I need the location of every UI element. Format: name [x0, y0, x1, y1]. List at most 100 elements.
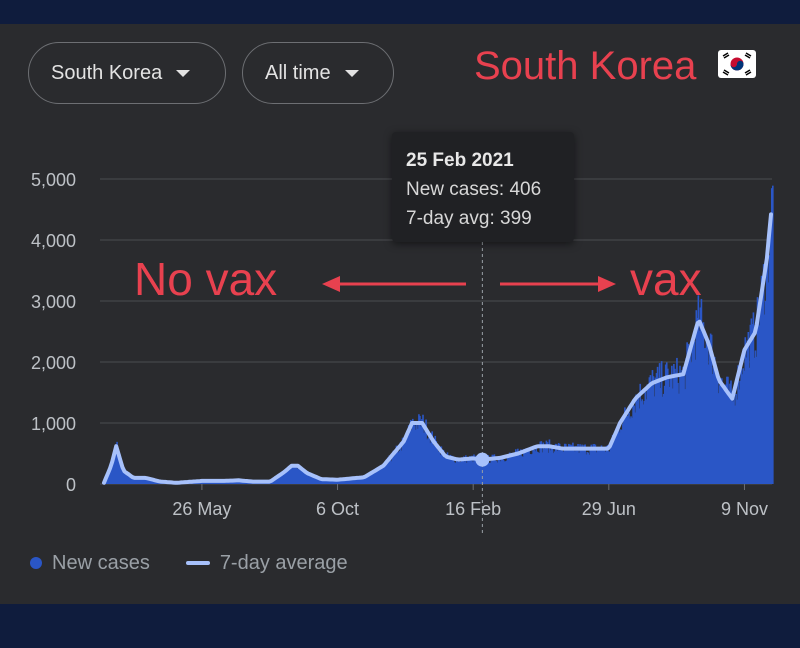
new-cases-bar — [627, 415, 629, 484]
new-cases-legend-icon — [30, 557, 42, 569]
seven-day-average-line — [102, 212, 773, 485]
new-cases-bar — [755, 356, 758, 484]
new-cases-bar — [751, 324, 754, 484]
new-cases-bar — [447, 456, 450, 484]
new-cases-bar — [695, 310, 698, 484]
new-cases-bar — [718, 385, 721, 484]
new-cases-bar — [487, 455, 490, 484]
new-cases-bar — [145, 477, 148, 484]
new-cases-bar — [136, 477, 139, 484]
new-cases-bar — [329, 479, 332, 484]
legend-average[interactable]: 7-day average — [219, 551, 348, 574]
new-cases-bar — [556, 450, 559, 484]
new-cases-bar — [424, 430, 426, 484]
new-cases-bar — [387, 457, 390, 484]
new-cases-bar — [693, 340, 696, 484]
new-cases-bar — [582, 449, 584, 484]
country-dropdown[interactable]: South Korea — [28, 42, 226, 104]
new-cases-bar — [398, 450, 401, 484]
new-cases-bar — [647, 384, 650, 484]
new-cases-bar — [294, 466, 297, 484]
new-cases-bar — [616, 427, 619, 484]
new-cases-bar — [434, 435, 437, 484]
new-cases-bar — [472, 462, 474, 484]
new-cases-bar — [320, 479, 322, 484]
new-cases-bar — [524, 449, 526, 484]
new-cases-bar — [689, 349, 692, 484]
new-cases-bar — [439, 455, 442, 484]
new-cases-bar — [437, 451, 440, 484]
new-cases-bar — [765, 255, 768, 484]
new-cases-bar — [350, 478, 353, 484]
new-cases-bar — [381, 465, 384, 484]
new-cases-bar — [284, 469, 287, 484]
new-cases-bar — [505, 460, 508, 484]
new-cases-bar — [701, 322, 704, 484]
annotation-vax: vax — [630, 253, 702, 305]
new-cases-bar — [318, 478, 320, 484]
new-cases-bar — [688, 347, 690, 484]
new-cases-bar — [296, 468, 299, 484]
new-cases-bar — [640, 401, 643, 484]
new-cases-bar — [416, 421, 418, 484]
time-range-dropdown[interactable]: All time — [242, 42, 394, 104]
new-cases-bar — [302, 471, 305, 484]
new-cases-bar — [378, 467, 380, 484]
new-cases-bar — [567, 448, 569, 484]
new-cases-bar — [592, 444, 595, 484]
new-cases-bar — [677, 382, 679, 484]
new-cases-bar — [397, 452, 400, 484]
new-cases-bar — [310, 472, 312, 484]
new-cases-bar — [638, 408, 641, 484]
new-cases-bar — [346, 479, 349, 484]
new-cases-bar — [553, 451, 556, 484]
new-cases-bar — [120, 458, 122, 484]
new-cases-bar — [614, 432, 617, 484]
new-cases-bar — [146, 479, 149, 484]
new-cases-bar — [286, 471, 289, 484]
new-cases-bar — [422, 414, 424, 484]
new-cases-bar — [522, 456, 524, 484]
new-cases-bar — [753, 357, 756, 484]
new-cases-bar — [114, 451, 116, 484]
new-cases-bar — [471, 455, 473, 484]
new-cases-bar — [117, 452, 119, 484]
new-cases-bar — [496, 462, 499, 484]
legend-new-cases[interactable]: New cases — [52, 551, 150, 574]
new-cases-bar — [613, 440, 616, 484]
new-cases-bar — [628, 412, 630, 484]
new-cases-bar — [369, 472, 371, 484]
new-cases-bar — [507, 456, 510, 484]
new-cases-bar — [568, 443, 570, 484]
new-cases-bar — [571, 445, 573, 484]
new-cases-bar — [610, 443, 613, 484]
new-cases-bar — [347, 478, 350, 484]
new-cases-bar — [404, 435, 407, 484]
new-cases-bar — [468, 459, 470, 484]
new-cases-bar — [629, 418, 631, 484]
new-cases-bar — [743, 370, 746, 484]
y-tick-label: 0 — [66, 475, 76, 495]
new-cases-bar — [546, 442, 549, 484]
new-cases-bar — [685, 358, 687, 484]
new-cases-bar — [298, 466, 301, 484]
new-cases-bar — [584, 444, 586, 484]
new-cases-bar — [289, 466, 292, 484]
new-cases-bar — [108, 472, 110, 484]
new-cases-bar — [115, 448, 117, 484]
new-cases-bar — [448, 456, 451, 484]
new-cases-bar — [514, 449, 517, 484]
new-cases-bar — [509, 453, 512, 484]
new-cases-bar — [291, 465, 294, 484]
new-cases-bar — [477, 455, 479, 484]
new-cases-bar — [758, 325, 761, 484]
new-cases-bar — [602, 450, 605, 484]
new-cases-bar — [593, 443, 596, 484]
new-cases-bar — [704, 347, 707, 484]
chart-area[interactable]: 0 1,000 2,000 3,000 4,000 5,000 26 May 6 Oct 16… — [0, 24, 800, 604]
new-cases-bar — [508, 452, 511, 484]
new-cases-bar — [376, 469, 378, 484]
new-cases-bar — [134, 478, 137, 484]
new-cases-bar — [131, 476, 134, 484]
arrow-left — [322, 276, 466, 292]
